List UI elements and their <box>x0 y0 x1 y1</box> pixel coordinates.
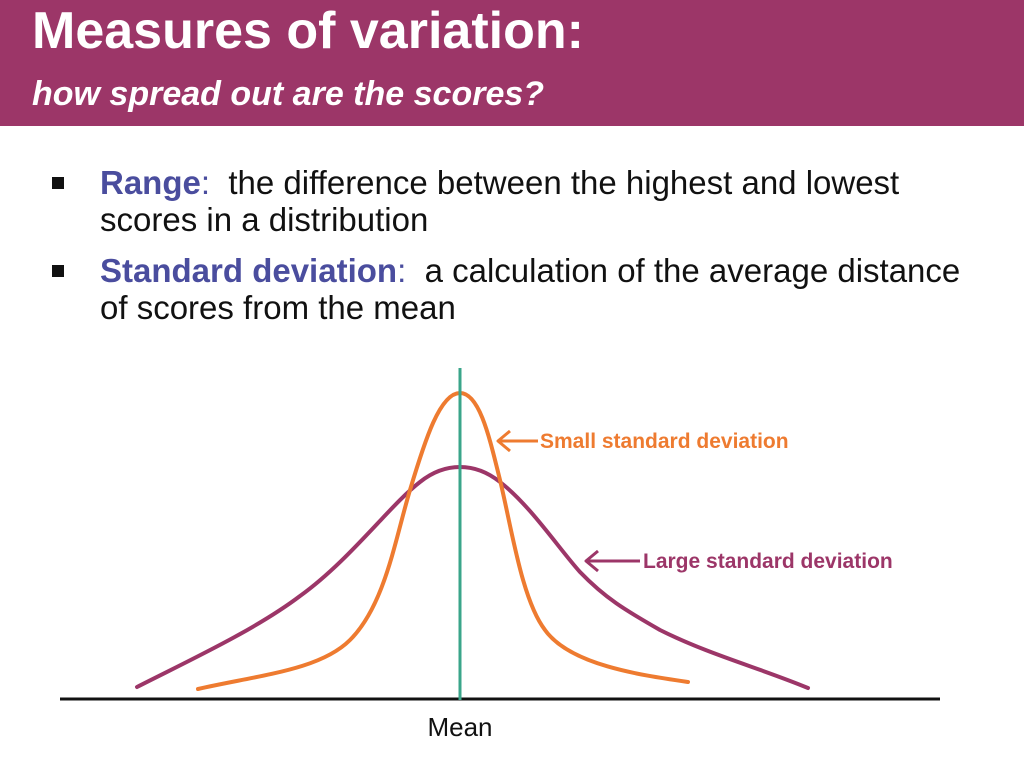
bullet-definition: the difference between the highest and l… <box>100 164 909 238</box>
bullet-list: Range: the difference between the highes… <box>0 164 1024 340</box>
bullet-range: Range: the difference between the highes… <box>0 164 1024 238</box>
square-bullet-icon <box>52 265 64 277</box>
arrow-left-icon <box>584 549 640 573</box>
bullet-term: Range <box>100 164 201 201</box>
bullet-term: Standard deviation <box>100 252 398 289</box>
distribution-figure: Small standard deviation Large standard … <box>60 368 940 742</box>
square-bullet-icon <box>52 177 64 189</box>
bullet-definition: a calculation of the average distance of… <box>100 252 970 326</box>
mean-label: Mean <box>427 712 492 742</box>
bullet-colon: : <box>397 252 407 289</box>
large-sd-label: Large standard deviation <box>643 550 893 573</box>
slide-subtitle: how spread out are the scores? <box>32 75 545 113</box>
slide-title: Measures of variation: <box>32 2 584 60</box>
large-sd-curve <box>135 465 810 690</box>
bullet-colon: : <box>200 164 211 201</box>
arrow-left-icon <box>496 429 538 453</box>
bullet-standard-deviation: Standard deviation: a calculation of the… <box>0 252 1024 326</box>
small-sd-label: Small standard deviation <box>540 430 789 453</box>
title-bar: Measures of variation: how spread out ar… <box>0 0 1024 126</box>
